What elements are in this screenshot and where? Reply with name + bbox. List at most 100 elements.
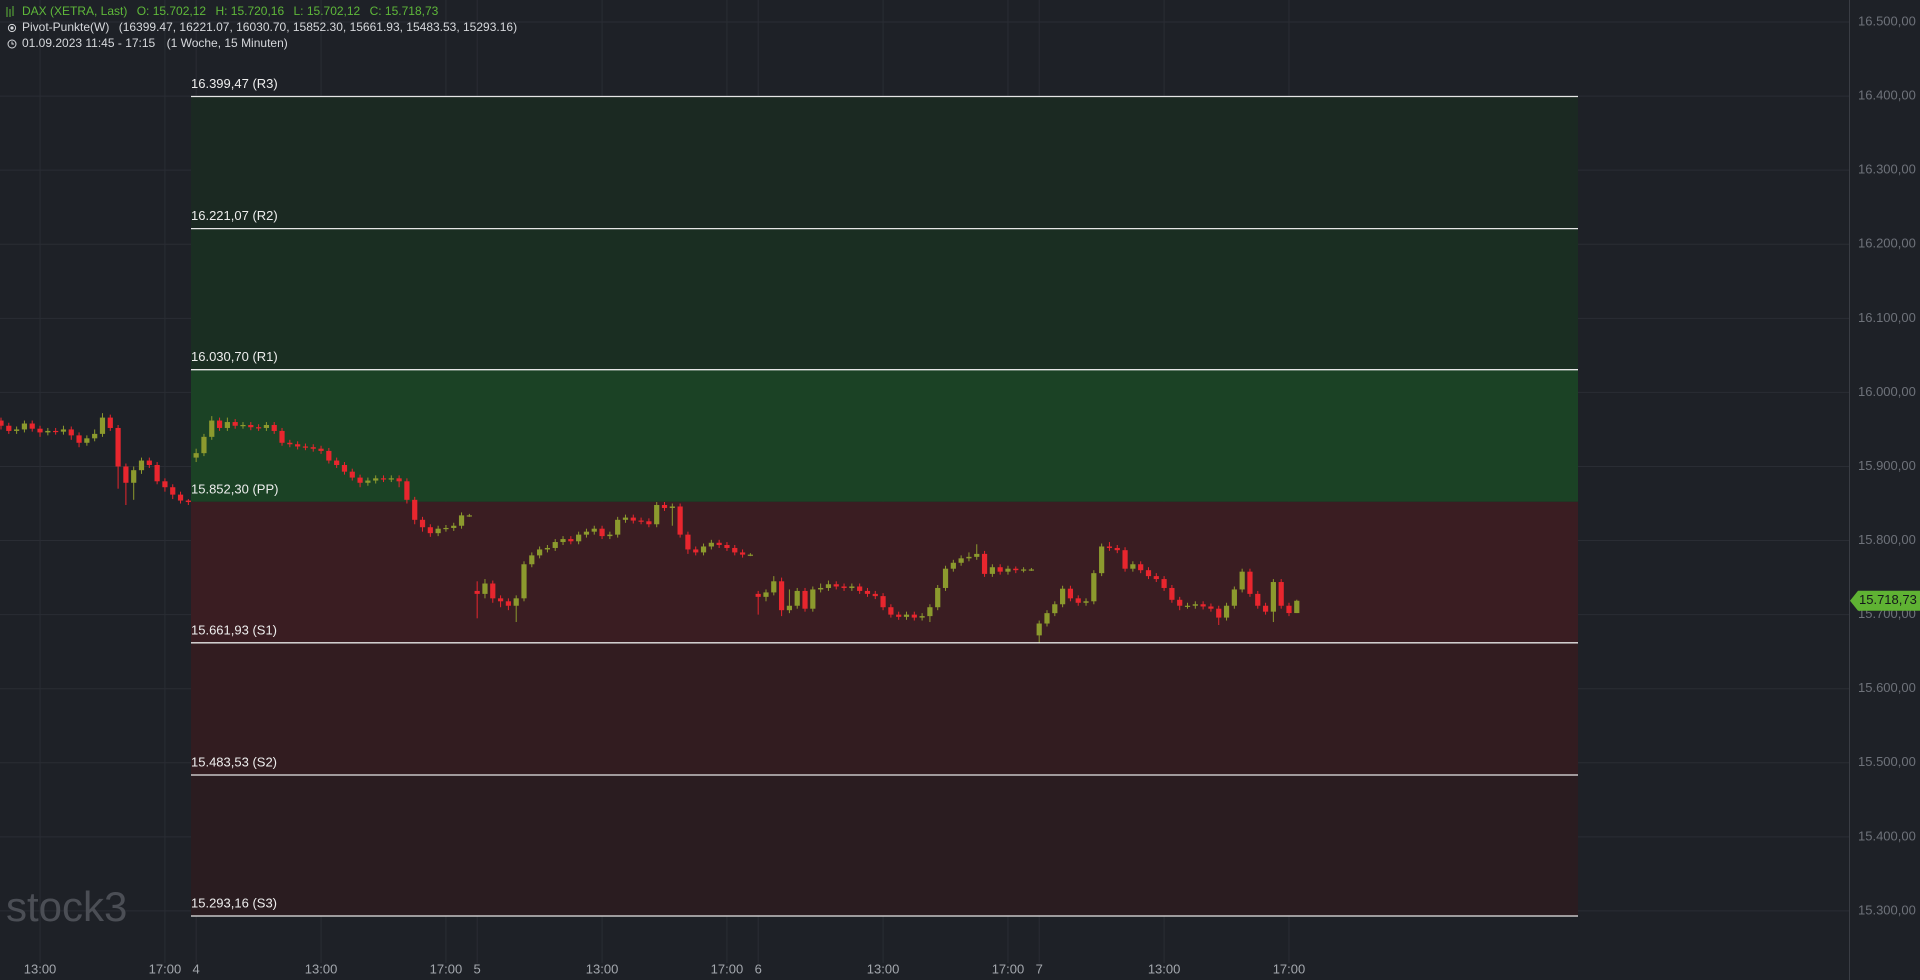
y-tick-label: 16.200,00 xyxy=(1858,236,1916,251)
candle-body xyxy=(310,447,316,449)
candle-body xyxy=(622,517,629,520)
indicator-name: Pivot-Punkte(W) xyxy=(22,20,109,34)
candle-body xyxy=(544,547,551,550)
candle-body xyxy=(794,590,800,606)
candle-body xyxy=(60,429,67,432)
pivot-zone xyxy=(191,369,1578,502)
candle-body xyxy=(1005,568,1011,572)
candle-body xyxy=(1091,573,1097,602)
candle-body xyxy=(295,444,301,447)
clock-icon xyxy=(7,39,17,49)
candle-body xyxy=(341,465,348,472)
candle-body xyxy=(732,547,738,553)
candle-body xyxy=(396,478,402,482)
x-tick-label: 13:00 xyxy=(305,961,338,976)
candle-body xyxy=(279,430,285,443)
candle-body xyxy=(974,553,980,557)
candle-body xyxy=(685,534,691,550)
candle-body xyxy=(568,539,574,542)
instrument-icon xyxy=(6,6,14,17)
candle-body xyxy=(224,422,230,428)
candle-body xyxy=(630,517,636,521)
candle-body xyxy=(482,583,488,594)
candle-body xyxy=(576,534,582,542)
x-tick-label: 17:00 xyxy=(430,961,463,976)
candle-body xyxy=(365,480,371,483)
candle-body xyxy=(841,586,847,588)
candle-body xyxy=(1294,600,1300,614)
indicator-icon-dot xyxy=(10,26,14,30)
ohlc-low: L: 15.702,12 xyxy=(294,4,361,18)
candle-body xyxy=(755,593,761,597)
candle-body xyxy=(896,614,902,617)
candle-body xyxy=(700,546,707,553)
y-tick-label: 16.400,00 xyxy=(1858,88,1916,103)
y-tick-label: 15.800,00 xyxy=(1858,532,1916,547)
candle-body xyxy=(21,423,28,430)
y-tick-label: 15.600,00 xyxy=(1858,680,1916,695)
candle-body xyxy=(357,477,363,483)
candle-body xyxy=(989,567,995,574)
candle-body xyxy=(1200,604,1206,607)
candle-body xyxy=(209,420,215,437)
period: 01.09.2023 11:45 - 17:15 xyxy=(22,36,156,50)
candle-body xyxy=(857,586,863,591)
candle-body xyxy=(1145,570,1152,577)
candle-body xyxy=(638,520,644,522)
candle-body xyxy=(458,515,465,526)
candle-body xyxy=(84,438,90,443)
indicator-icon xyxy=(7,23,17,33)
period-detail: (1 Woche, 15 Minuten) xyxy=(167,36,288,50)
candle-body xyxy=(1060,588,1066,605)
candle-body xyxy=(1044,613,1050,624)
candle-body xyxy=(6,425,12,431)
candle-body xyxy=(1020,569,1027,571)
candle-body xyxy=(1028,569,1034,571)
candle-body xyxy=(1130,564,1136,569)
candle-body xyxy=(107,417,113,428)
watermark: stock3 xyxy=(6,883,127,930)
ohlc-close: C: 15.718,73 xyxy=(370,4,439,18)
candle-body xyxy=(529,555,535,565)
candle-body xyxy=(201,436,207,454)
candle-body xyxy=(419,519,426,528)
candle-body xyxy=(334,460,340,465)
candle-body xyxy=(693,549,699,553)
candle-body xyxy=(185,500,191,503)
candle-body xyxy=(919,616,925,618)
candle-body xyxy=(14,429,20,431)
candle-body xyxy=(1262,605,1269,612)
candle-body xyxy=(560,539,566,543)
y-tick-label: 15.900,00 xyxy=(1858,458,1916,473)
candle-body xyxy=(154,465,160,482)
candle-body xyxy=(724,545,730,548)
candle-body xyxy=(591,528,597,532)
period-line: 01.09.2023 11:45 - 17:15 (1 Woche, 15 Mi… xyxy=(22,36,288,50)
pivot-zone xyxy=(191,228,1578,370)
candle-body xyxy=(92,433,98,439)
y-tick-label: 15.500,00 xyxy=(1858,754,1916,769)
candle-body xyxy=(443,527,449,530)
candle-body xyxy=(747,554,753,556)
price-tag xyxy=(1850,590,1920,611)
y-tick-label: 16.500,00 xyxy=(1858,13,1916,28)
x-tick-label: 17:00 xyxy=(711,961,744,976)
x-tick-label: 7 xyxy=(1036,961,1043,976)
candle-body xyxy=(412,499,418,520)
candle-body xyxy=(1255,593,1261,606)
y-tick-label: 15.400,00 xyxy=(1858,828,1916,843)
candle-body xyxy=(388,478,394,480)
x-tick-label: 17:00 xyxy=(992,961,1025,976)
pivot-zone xyxy=(191,501,1578,643)
x-tick-label: 6 xyxy=(755,961,762,976)
candle-body xyxy=(76,435,82,443)
clock-hands xyxy=(11,41,14,45)
candle-body xyxy=(716,542,722,545)
candle-body xyxy=(404,481,410,500)
candle-body xyxy=(1286,605,1292,614)
candle-body xyxy=(1184,605,1191,607)
candle-body xyxy=(177,494,184,501)
pivot-zone xyxy=(191,774,1578,916)
candle-body xyxy=(466,515,472,517)
